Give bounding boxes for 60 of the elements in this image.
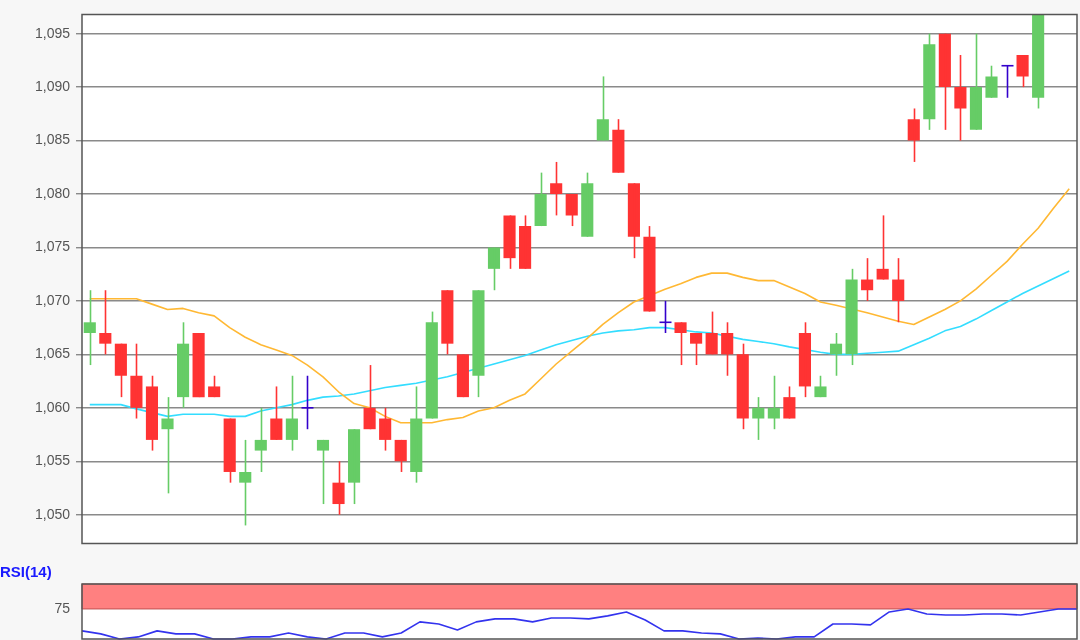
candlestick — [176, 321, 190, 409]
y-tick-label: 1,075 — [34, 238, 71, 255]
candlestick — [99, 289, 112, 356]
candlestick — [752, 396, 765, 441]
candlestick — [425, 310, 438, 420]
y-tick-label: 1,080 — [34, 184, 71, 201]
candlestick — [130, 342, 143, 420]
candlestick — [114, 342, 127, 398]
candlestick — [145, 374, 159, 452]
y-tick-label: 1,085 — [34, 131, 71, 148]
candlestick — [581, 171, 594, 238]
candlestick — [410, 385, 423, 484]
candlestick — [472, 289, 485, 398]
candlestick — [612, 118, 625, 174]
candlestick — [658, 300, 673, 334]
candlestick — [876, 214, 889, 281]
y-tick-label: 1,065 — [34, 345, 71, 362]
candlestick — [503, 214, 516, 270]
candlestick — [456, 353, 469, 398]
candlestick — [907, 107, 920, 163]
candlestick — [643, 225, 656, 313]
candlestick — [969, 32, 983, 131]
candlestick — [674, 321, 687, 366]
candlestick — [596, 75, 609, 142]
candlestick — [254, 407, 267, 473]
candlestick — [316, 439, 330, 505]
candlestick — [487, 246, 501, 292]
y-tick-label: 1,060 — [34, 398, 71, 415]
candlestick — [736, 342, 749, 431]
candlestick — [332, 460, 345, 516]
candlestick — [783, 385, 796, 420]
candlestick — [208, 374, 221, 398]
candlestick — [534, 171, 547, 227]
chart-title: RSI(14) — [0, 563, 52, 581]
candlestick — [627, 182, 640, 259]
y-tick-label: 1,070 — [34, 291, 71, 308]
y-tick-label: 1,095 — [34, 24, 71, 41]
candlestick — [938, 32, 951, 131]
candlestick — [239, 439, 252, 527]
candlestick — [690, 332, 703, 366]
candlestick — [223, 417, 236, 484]
candlestick — [519, 214, 532, 270]
candlestick — [923, 32, 936, 131]
candlestick — [348, 428, 361, 505]
candlestick — [1032, 13, 1045, 110]
candlestick — [441, 289, 454, 356]
text: 75 — [54, 599, 71, 616]
candlestick — [1000, 64, 1015, 99]
y-tick-label: 1,055 — [34, 452, 71, 469]
candlestick — [550, 161, 563, 217]
candlestick — [845, 268, 858, 366]
candlestick — [161, 396, 174, 495]
candlestick — [798, 321, 811, 398]
candlestick — [767, 374, 780, 431]
candlestick — [985, 64, 998, 99]
candlestick — [814, 374, 827, 398]
candlestick — [300, 374, 315, 431]
y-tick-label: 1,090 — [34, 77, 71, 94]
y-tick-label: 1,050 — [34, 505, 71, 522]
candlestick — [192, 332, 205, 398]
